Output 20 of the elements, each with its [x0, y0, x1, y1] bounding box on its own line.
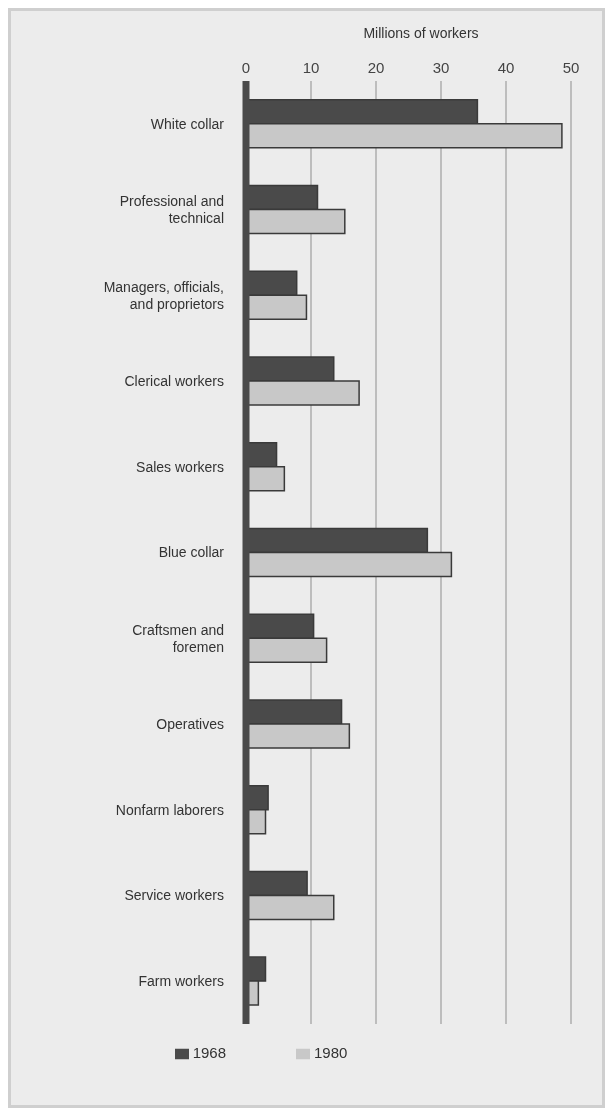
x-tick-label: 30 [432, 59, 450, 76]
x-tick-label: 40 [497, 59, 515, 76]
y-tick-label: Service workers [124, 887, 224, 904]
y-tick-label: Nonfarm laborers [115, 801, 224, 818]
x-tick-label: 0 [241, 59, 251, 76]
y-tick-label: Farm workers [138, 973, 224, 990]
y-tick-label: Professional and technical [119, 193, 224, 227]
y-tick-label: Blue collar [158, 544, 225, 561]
legend-label: 1980 [314, 1043, 348, 1061]
legend-label: 1968 [192, 1043, 226, 1061]
x-tick-label: 10 [302, 59, 320, 76]
y-tick-label: Managers, officials, and proprietors [103, 278, 224, 312]
y-tick-label: Clerical workers [124, 373, 224, 390]
x-tick-label: 20 [367, 59, 385, 76]
x-axis-title: Millions of workers [362, 25, 480, 41]
y-tick-label: Operatives [156, 715, 224, 732]
y-tick-label: Sales workers [136, 458, 224, 475]
x-tick-label: 50 [562, 59, 580, 76]
y-tick-label: Craftsmen and foremen [132, 621, 224, 655]
y-tick-label: White collar [150, 115, 225, 132]
